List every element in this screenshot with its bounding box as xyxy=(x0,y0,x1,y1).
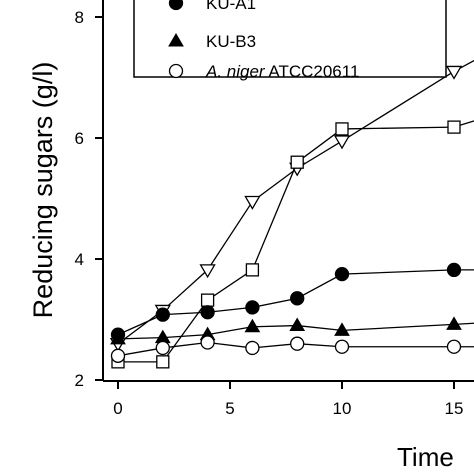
data-point xyxy=(244,318,261,333)
x-tick-label: 10 xyxy=(333,399,352,418)
data-point xyxy=(446,262,462,278)
data-point xyxy=(156,355,170,369)
legend-marker xyxy=(168,33,184,47)
legend-marker xyxy=(168,0,184,11)
data-point xyxy=(245,263,260,277)
legend-marker xyxy=(168,63,184,79)
data-point xyxy=(110,330,126,345)
data-point xyxy=(245,300,260,315)
data-point xyxy=(334,266,350,282)
data-point xyxy=(289,317,306,332)
data-point xyxy=(290,336,305,351)
data-point xyxy=(334,339,350,354)
data-point xyxy=(200,335,215,350)
series-5 xyxy=(110,335,474,363)
series-line xyxy=(118,120,474,363)
legend-label: A. niger ATCC20611 xyxy=(205,62,359,81)
y-tick-label: 6 xyxy=(75,129,84,148)
series-4 xyxy=(110,316,474,345)
series-line xyxy=(117,341,474,357)
data-point xyxy=(334,322,350,336)
data-point xyxy=(333,135,351,150)
legend-box xyxy=(133,0,447,78)
data-point xyxy=(290,155,304,169)
data-point xyxy=(445,65,463,80)
data-point xyxy=(244,195,261,210)
legend-label: KU-A1 xyxy=(206,0,256,13)
data-point xyxy=(200,305,215,320)
x-axis-title: Time xyxy=(397,442,454,472)
data-point xyxy=(200,293,215,307)
ticks: 2 4 6 8 0 5 10 15 xyxy=(75,8,464,418)
axes xyxy=(102,0,474,382)
x-tick-label: 5 xyxy=(225,399,234,418)
data-point xyxy=(110,348,126,363)
data-point xyxy=(446,339,462,354)
series-line xyxy=(117,59,474,345)
x-tick-label: 15 xyxy=(445,399,464,418)
y-tick-label: 8 xyxy=(75,8,84,27)
series-layer xyxy=(109,59,474,369)
data-point xyxy=(155,340,170,356)
data-point xyxy=(199,264,216,279)
series-line xyxy=(117,269,474,336)
data-point xyxy=(290,291,305,306)
series-line xyxy=(117,322,474,340)
data-point xyxy=(155,307,170,322)
data-point xyxy=(447,120,461,134)
y-tick-label: 2 xyxy=(75,371,84,390)
y-tick-label: 4 xyxy=(75,250,84,269)
x-tick-label: 0 xyxy=(113,399,122,418)
data-point xyxy=(245,340,260,356)
legend-label: KU-B3 xyxy=(206,32,256,51)
legend: KU-A1 KU-B3 A. niger ATCC20611 xyxy=(133,0,447,81)
series-1 xyxy=(109,59,474,352)
y-axis-title: Reducing sugars (g/l) xyxy=(28,62,58,319)
data-point xyxy=(335,122,349,136)
data-point xyxy=(446,316,462,330)
